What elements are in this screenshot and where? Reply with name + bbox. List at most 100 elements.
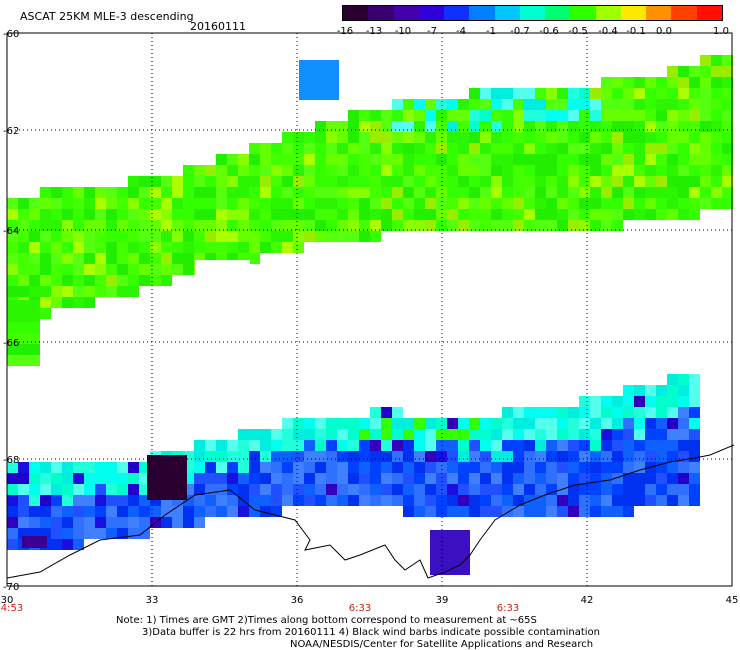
swath-cell (359, 495, 370, 506)
swath-cell (205, 451, 216, 462)
swath-cell (161, 506, 172, 517)
swath-cell (40, 484, 51, 495)
swath-cell (656, 99, 667, 110)
swath-cell (304, 143, 315, 154)
swath-cell (689, 77, 700, 88)
swath-cell (128, 209, 139, 220)
swath-cell (73, 539, 84, 550)
swath-cell (513, 484, 524, 495)
swath-cell (139, 495, 150, 506)
swath-cell (480, 143, 491, 154)
swath-cell (689, 451, 700, 462)
swath-cell (337, 176, 348, 187)
swath-cell (623, 121, 634, 132)
swath-cell (337, 484, 348, 495)
swath-cell (7, 539, 18, 550)
swath-cell (524, 176, 535, 187)
swath-cell (524, 99, 535, 110)
swath-cell (568, 198, 579, 209)
swath-cell (414, 462, 425, 473)
colorbar-label: -10 (394, 26, 412, 37)
swath-cell (293, 143, 304, 154)
swath-cell (84, 484, 95, 495)
swath-cell (667, 77, 678, 88)
swath-cell (315, 165, 326, 176)
swath-cell (293, 451, 304, 462)
swath-cell (458, 418, 469, 429)
swath-cell (645, 407, 656, 418)
swath-cell (326, 198, 337, 209)
swath-cell (40, 242, 51, 253)
swath-cell (216, 154, 227, 165)
swath-cell (271, 242, 282, 253)
colorbar-labels: -16 -13 -10 -7 -4 -1 -0.7 -0.6 -0.5 -0.4 -0.1 0.0 1.… (330, 26, 740, 38)
colorbar-swatch-9 (570, 6, 596, 20)
swath-cell (161, 209, 172, 220)
swath-cell (436, 121, 447, 132)
swath-cell (205, 242, 216, 253)
swath-cell (491, 165, 502, 176)
swath-cell (480, 451, 491, 462)
swath-cell (678, 451, 689, 462)
swath-cell (502, 154, 513, 165)
swath-cell (227, 484, 238, 495)
swath-cell (425, 484, 436, 495)
swath-cell (304, 165, 315, 176)
swath-cell (392, 495, 403, 506)
swath-cell (359, 121, 370, 132)
swath-cell (29, 220, 40, 231)
swath-cell (359, 176, 370, 187)
swath-cell (7, 220, 18, 231)
swath-cell (172, 209, 183, 220)
swath-cell (711, 77, 722, 88)
swath-cell (645, 418, 656, 429)
swath-cell (480, 99, 491, 110)
swath-cell (315, 176, 326, 187)
swath-cell (51, 517, 62, 528)
swath-cell (150, 231, 161, 242)
swath-cell (7, 209, 18, 220)
swath-cell (194, 187, 205, 198)
swath-cell (645, 99, 656, 110)
swath-cell (161, 220, 172, 231)
swath-cell (381, 198, 392, 209)
swath-cell (601, 154, 612, 165)
swath-cell (590, 143, 601, 154)
swath-cell (469, 165, 480, 176)
swath-cell (414, 143, 425, 154)
swath-cell (106, 220, 117, 231)
swath-cell (414, 418, 425, 429)
swath-cell (568, 462, 579, 473)
swath-cell (601, 418, 612, 429)
swath-cell (524, 418, 535, 429)
swath-cell (249, 143, 260, 154)
swath-cell (667, 396, 678, 407)
swath-cell (568, 110, 579, 121)
swath-cell (722, 154, 733, 165)
swath-cell (667, 374, 678, 385)
swath-cell (249, 209, 260, 220)
colorbar-label: -0.4 (598, 26, 618, 37)
swath-cell (51, 506, 62, 517)
swath-cell (51, 198, 62, 209)
swath-cell (403, 506, 414, 517)
swath-cell (95, 253, 106, 264)
swath-cell (249, 220, 260, 231)
swath-cell (513, 132, 524, 143)
swath-cell (546, 220, 557, 231)
swath-cell (667, 495, 678, 506)
swath-cell (205, 176, 216, 187)
swath-cell (535, 176, 546, 187)
swath-cell (601, 220, 612, 231)
swath-cell (392, 99, 403, 110)
swath-cell (18, 209, 29, 220)
swath-cell (403, 451, 414, 462)
swath-cell (249, 165, 260, 176)
swath-cell (29, 242, 40, 253)
swath-cell (524, 187, 535, 198)
swath-cell (447, 220, 458, 231)
swath-cell (425, 99, 436, 110)
swath-cell (579, 220, 590, 231)
swath-cell (557, 220, 568, 231)
swath-cell (348, 176, 359, 187)
